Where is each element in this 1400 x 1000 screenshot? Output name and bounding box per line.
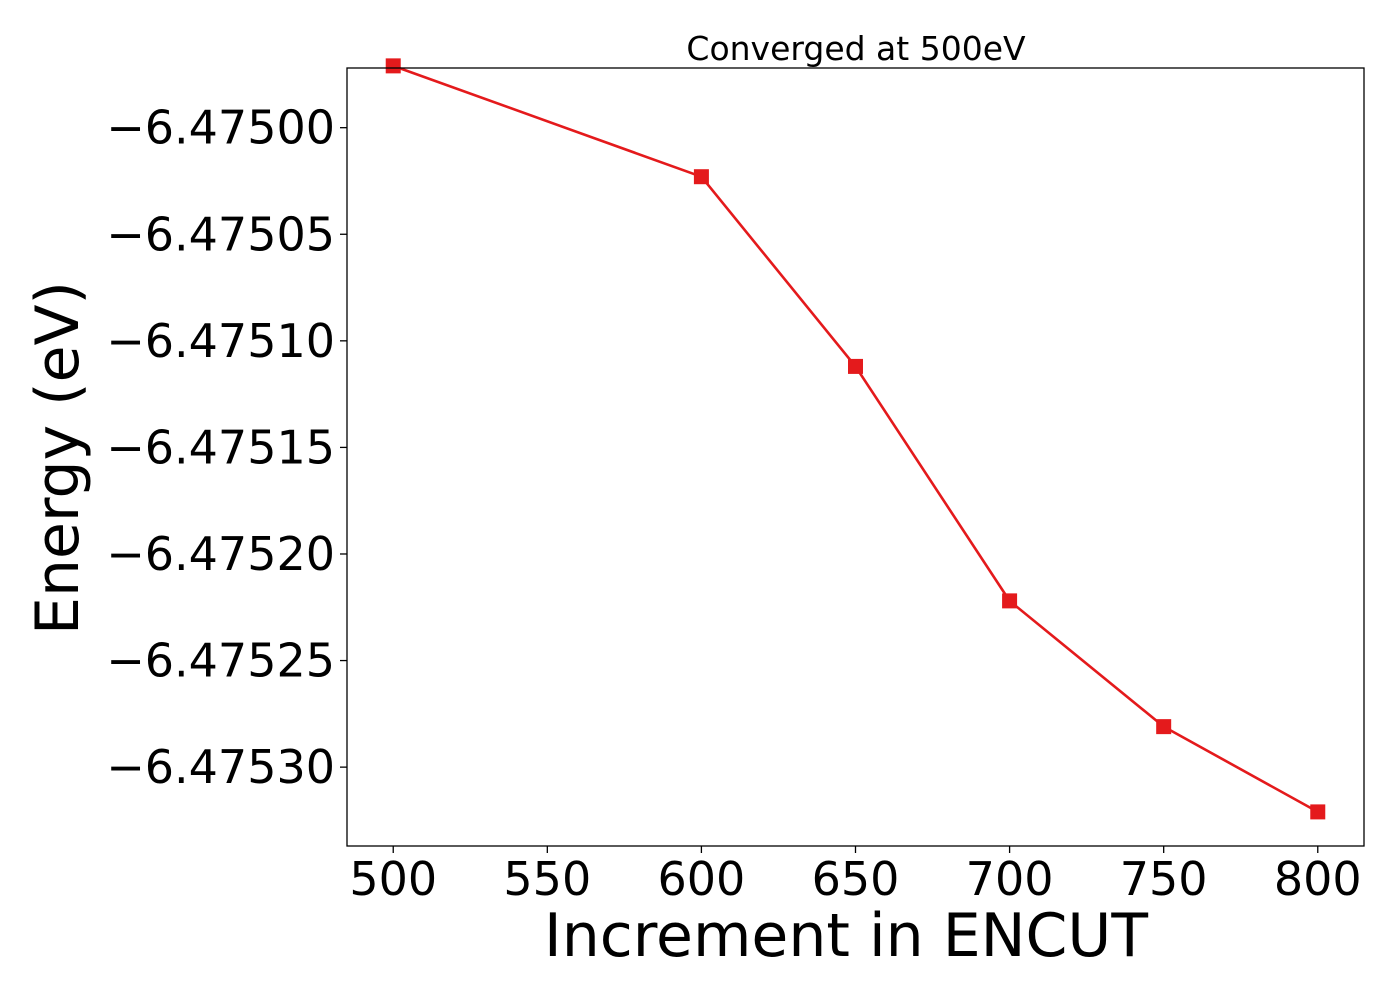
x-tick-label: 550 [503, 852, 591, 906]
energy-data-point [693, 169, 709, 185]
energy-data-point [1002, 593, 1018, 609]
x-tick-label: 700 [966, 852, 1054, 906]
y-axis-label: Energy (eV) [23, 281, 93, 635]
plot-area [385, 58, 1326, 820]
y-tick-label: −6.47505 [106, 207, 335, 261]
x-axis: 500 550 600 650 700 750 800 [349, 846, 1362, 906]
energy-data-point [1156, 719, 1172, 735]
energy-series-line [392, 64, 1319, 814]
x-tick-label: 800 [1274, 852, 1362, 906]
energy-data-point [385, 58, 401, 74]
chart-title: Converged at 500eV [686, 29, 1026, 68]
y-tick-label: −6.47510 [106, 314, 335, 368]
energy-data-point [848, 358, 863, 374]
x-tick-label: 500 [349, 852, 437, 906]
x-tick-label: 600 [658, 852, 746, 906]
energy-data-point [1310, 804, 1326, 820]
y-axis: −6.47500 −6.47505 −6.47510 −6.47515 −6.47520… [106, 101, 347, 794]
y-tick-label: −6.47530 [106, 740, 335, 794]
x-tick-label: 650 [812, 852, 900, 906]
y-tick-label: −6.47515 [106, 420, 335, 474]
x-axis-label: Increment in ENCUT [544, 901, 1148, 971]
y-tick-label: −6.47525 [106, 634, 335, 688]
x-tick-label: 750 [1120, 852, 1208, 906]
y-tick-label: −6.47520 [106, 527, 335, 581]
y-tick-label: −6.47500 [106, 101, 335, 155]
